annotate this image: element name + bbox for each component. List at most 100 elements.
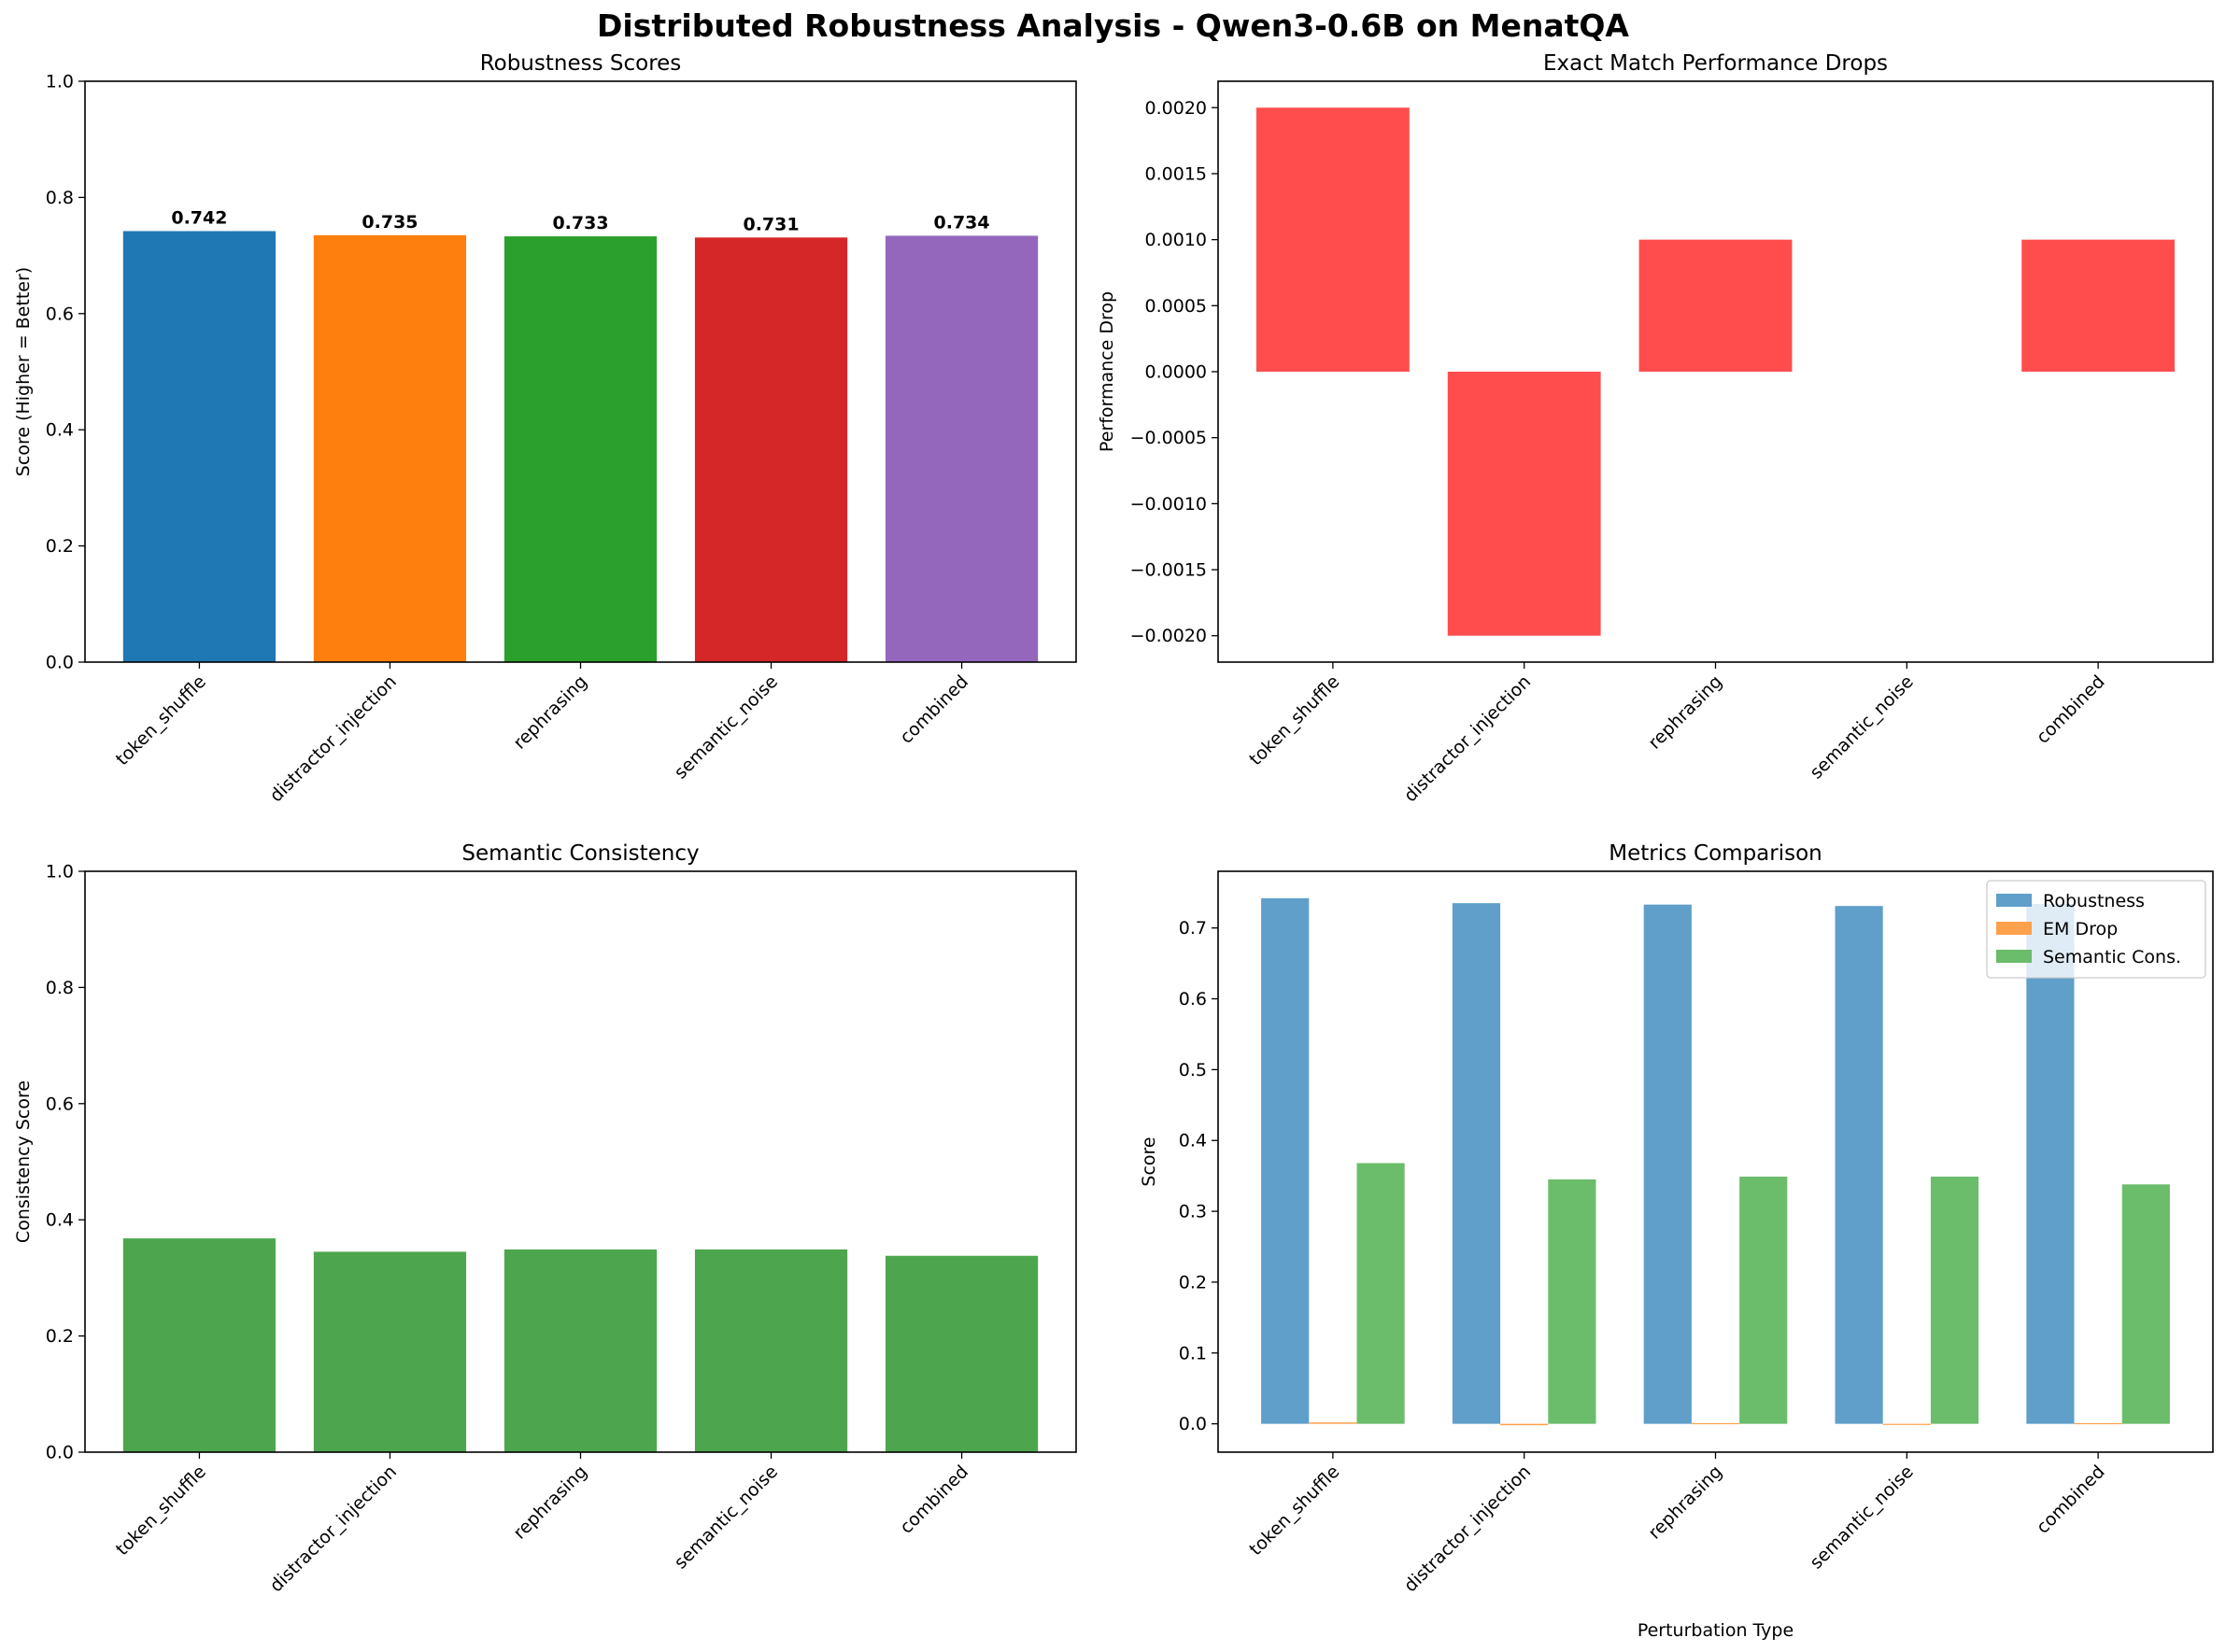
bar-robustness-rephrasing <box>503 236 658 662</box>
bar-semantic-combined <box>885 1255 1039 1452</box>
xtick-label-semantic-rephrasing: rephrasing <box>509 1461 591 1544</box>
value-label-robustness-distractor_injection: 0.735 <box>362 212 418 233</box>
bar-robustness-combined <box>885 235 1039 662</box>
x-axis-label-metrics: Perturbation Type <box>1638 1620 1794 1641</box>
bar-metrics-robustness-semantic_noise <box>1835 906 1883 1424</box>
ytick-label-semantic: 0.6 <box>46 1094 74 1114</box>
ytick-label-metrics: 0.6 <box>1179 989 1207 1010</box>
y-axis-label-semantic: Consistency Score <box>13 1080 34 1243</box>
ytick-label-emdrop: 0.0015 <box>1145 163 1207 184</box>
subplot-title-semantic: Semantic Consistency <box>461 841 699 866</box>
bar-metrics-em-drop-distractor_injection <box>1500 1423 1549 1426</box>
xtick-label-emdrop-rephrasing: rephrasing <box>1644 671 1726 754</box>
bar-semantic-distractor_injection <box>313 1251 467 1452</box>
xtick-label-semantic-semantic_noise: semantic_noise <box>671 1461 783 1574</box>
value-label-robustness-rephrasing: 0.733 <box>552 213 608 233</box>
bar-metrics-robustness-distractor_injection <box>1452 903 1501 1424</box>
xtick-label-emdrop-semantic_noise: semantic_noise <box>1806 671 1918 784</box>
xtick-label-emdrop-distractor_injection: distractor_injection <box>1400 671 1535 806</box>
xtick-label-emdrop-token_shuffle: token_shuffle <box>1245 671 1343 770</box>
ytick-label-emdrop: −0.0020 <box>1130 626 1207 646</box>
bar-emdrop-token_shuffle <box>1255 107 1410 372</box>
value-label-robustness-combined: 0.734 <box>934 212 990 233</box>
bar-emdrop-distractor_injection <box>1447 372 1601 636</box>
subplot-title-robustness: Robustness Scores <box>480 51 682 76</box>
xtick-label-robustness-rephrasing: rephrasing <box>509 671 591 754</box>
bar-robustness-semantic_noise <box>694 237 848 662</box>
ytick-label-robustness: 0.4 <box>46 420 74 441</box>
ytick-label-semantic: 0.4 <box>46 1210 74 1231</box>
bar-semantic-token_shuffle <box>122 1238 276 1452</box>
y-axis-label-robustness: Score (Higher = Better) <box>13 267 34 476</box>
bar-metrics-em-drop-token_shuffle <box>1309 1422 1357 1424</box>
ytick-label-emdrop: 0.0005 <box>1145 296 1207 317</box>
ytick-label-metrics: 0.7 <box>1179 918 1207 939</box>
xtick-label-semantic-combined: combined <box>896 1461 972 1538</box>
xtick-label-metrics-semantic_noise: semantic_noise <box>1806 1461 1918 1574</box>
ytick-label-emdrop: −0.0010 <box>1130 494 1207 515</box>
xtick-label-emdrop-combined: combined <box>2033 671 2109 748</box>
bar-metrics-em-drop-semantic_noise <box>1882 1423 1931 1425</box>
y-axis-label-metrics: Score <box>1139 1137 1159 1186</box>
ytick-label-semantic: 0.2 <box>46 1326 74 1347</box>
xtick-label-metrics-combined: combined <box>2033 1461 2109 1538</box>
ytick-label-metrics: 0.1 <box>1179 1343 1207 1363</box>
bar-robustness-token_shuffle <box>122 231 276 662</box>
bar-robustness-distractor_injection <box>313 234 467 662</box>
y-axis-label-emdrop: Performance Drop <box>1097 291 1117 452</box>
ytick-label-emdrop: −0.0005 <box>1130 428 1207 448</box>
bar-metrics-semantic-cons--rephrasing <box>1739 1176 1788 1424</box>
ytick-label-semantic: 0.8 <box>46 978 74 998</box>
legend-label-em-drop: EM Drop <box>2043 919 2118 939</box>
bar-metrics-semantic-cons--semantic_noise <box>1930 1176 1979 1424</box>
xtick-label-metrics-token_shuffle: token_shuffle <box>1245 1461 1343 1560</box>
bar-metrics-robustness-rephrasing <box>1643 904 1692 1424</box>
ytick-label-semantic: 1.0 <box>46 862 74 882</box>
legend-label-robustness: Robustness <box>2043 891 2145 911</box>
subplot-title-metrics: Metrics Comparison <box>1609 841 1822 866</box>
ytick-label-robustness: 0.6 <box>46 304 74 324</box>
legend-swatch-robustness <box>1996 894 2032 907</box>
value-label-robustness-token_shuffle: 0.742 <box>171 207 227 228</box>
ytick-label-metrics: 0.2 <box>1179 1272 1207 1292</box>
ytick-label-metrics: 0.3 <box>1179 1202 1207 1222</box>
xtick-label-metrics-distractor_injection: distractor_injection <box>1400 1461 1535 1596</box>
bar-semantic-semantic_noise <box>694 1249 848 1452</box>
bar-metrics-semantic-cons--token_shuffle <box>1356 1163 1405 1424</box>
bar-semantic-rephrasing <box>503 1249 658 1452</box>
bar-metrics-robustness-token_shuffle <box>1261 897 1310 1424</box>
xtick-label-robustness-distractor_injection: distractor_injection <box>266 671 401 806</box>
ytick-label-emdrop: 0.0020 <box>1145 98 1207 119</box>
bar-metrics-em-drop-combined <box>2074 1422 2122 1425</box>
ytick-label-robustness: 1.0 <box>46 72 74 92</box>
legend-box <box>1986 880 2206 979</box>
bar-metrics-semantic-cons--combined <box>2121 1184 2170 1424</box>
ytick-label-robustness: 0.8 <box>46 188 74 208</box>
value-label-robustness-semantic_noise: 0.731 <box>743 214 799 234</box>
xtick-label-semantic-distractor_injection: distractor_injection <box>266 1461 401 1596</box>
ytick-label-metrics: 0.4 <box>1179 1131 1207 1151</box>
xtick-label-semantic-token_shuffle: token_shuffle <box>112 1461 210 1560</box>
xtick-label-robustness-combined: combined <box>896 671 972 748</box>
xtick-label-robustness-semantic_noise: semantic_noise <box>671 671 783 784</box>
legend-label-semantic-cons-: Semantic Cons. <box>2043 947 2181 967</box>
xtick-label-metrics-rephrasing: rephrasing <box>1644 1461 1726 1544</box>
bar-metrics-em-drop-rephrasing <box>1691 1422 1740 1425</box>
ytick-label-semantic: 0.0 <box>46 1443 74 1463</box>
ytick-label-emdrop: −0.0015 <box>1130 560 1207 581</box>
xtick-label-robustness-token_shuffle: token_shuffle <box>112 671 210 770</box>
ytick-label-metrics: 0.5 <box>1179 1060 1207 1080</box>
bar-emdrop-combined <box>2021 239 2176 372</box>
bar-metrics-semantic-cons--distractor_injection <box>1548 1179 1596 1424</box>
ytick-label-emdrop: 0.0000 <box>1145 362 1207 383</box>
ytick-label-metrics: 0.0 <box>1179 1414 1207 1434</box>
legend-swatch-em-drop <box>1996 922 2032 935</box>
bar-emdrop-rephrasing <box>1638 239 1793 372</box>
ytick-label-robustness: 0.0 <box>46 653 74 673</box>
bar-metrics-robustness-combined <box>2026 903 2075 1424</box>
ytick-label-robustness: 0.2 <box>46 536 74 557</box>
subplot-title-emdrop: Exact Match Performance Drops <box>1543 51 1888 76</box>
ytick-label-emdrop: 0.0010 <box>1145 230 1207 250</box>
figure-title: Distributed Robustness Analysis - Qwen3-… <box>597 7 1629 44</box>
